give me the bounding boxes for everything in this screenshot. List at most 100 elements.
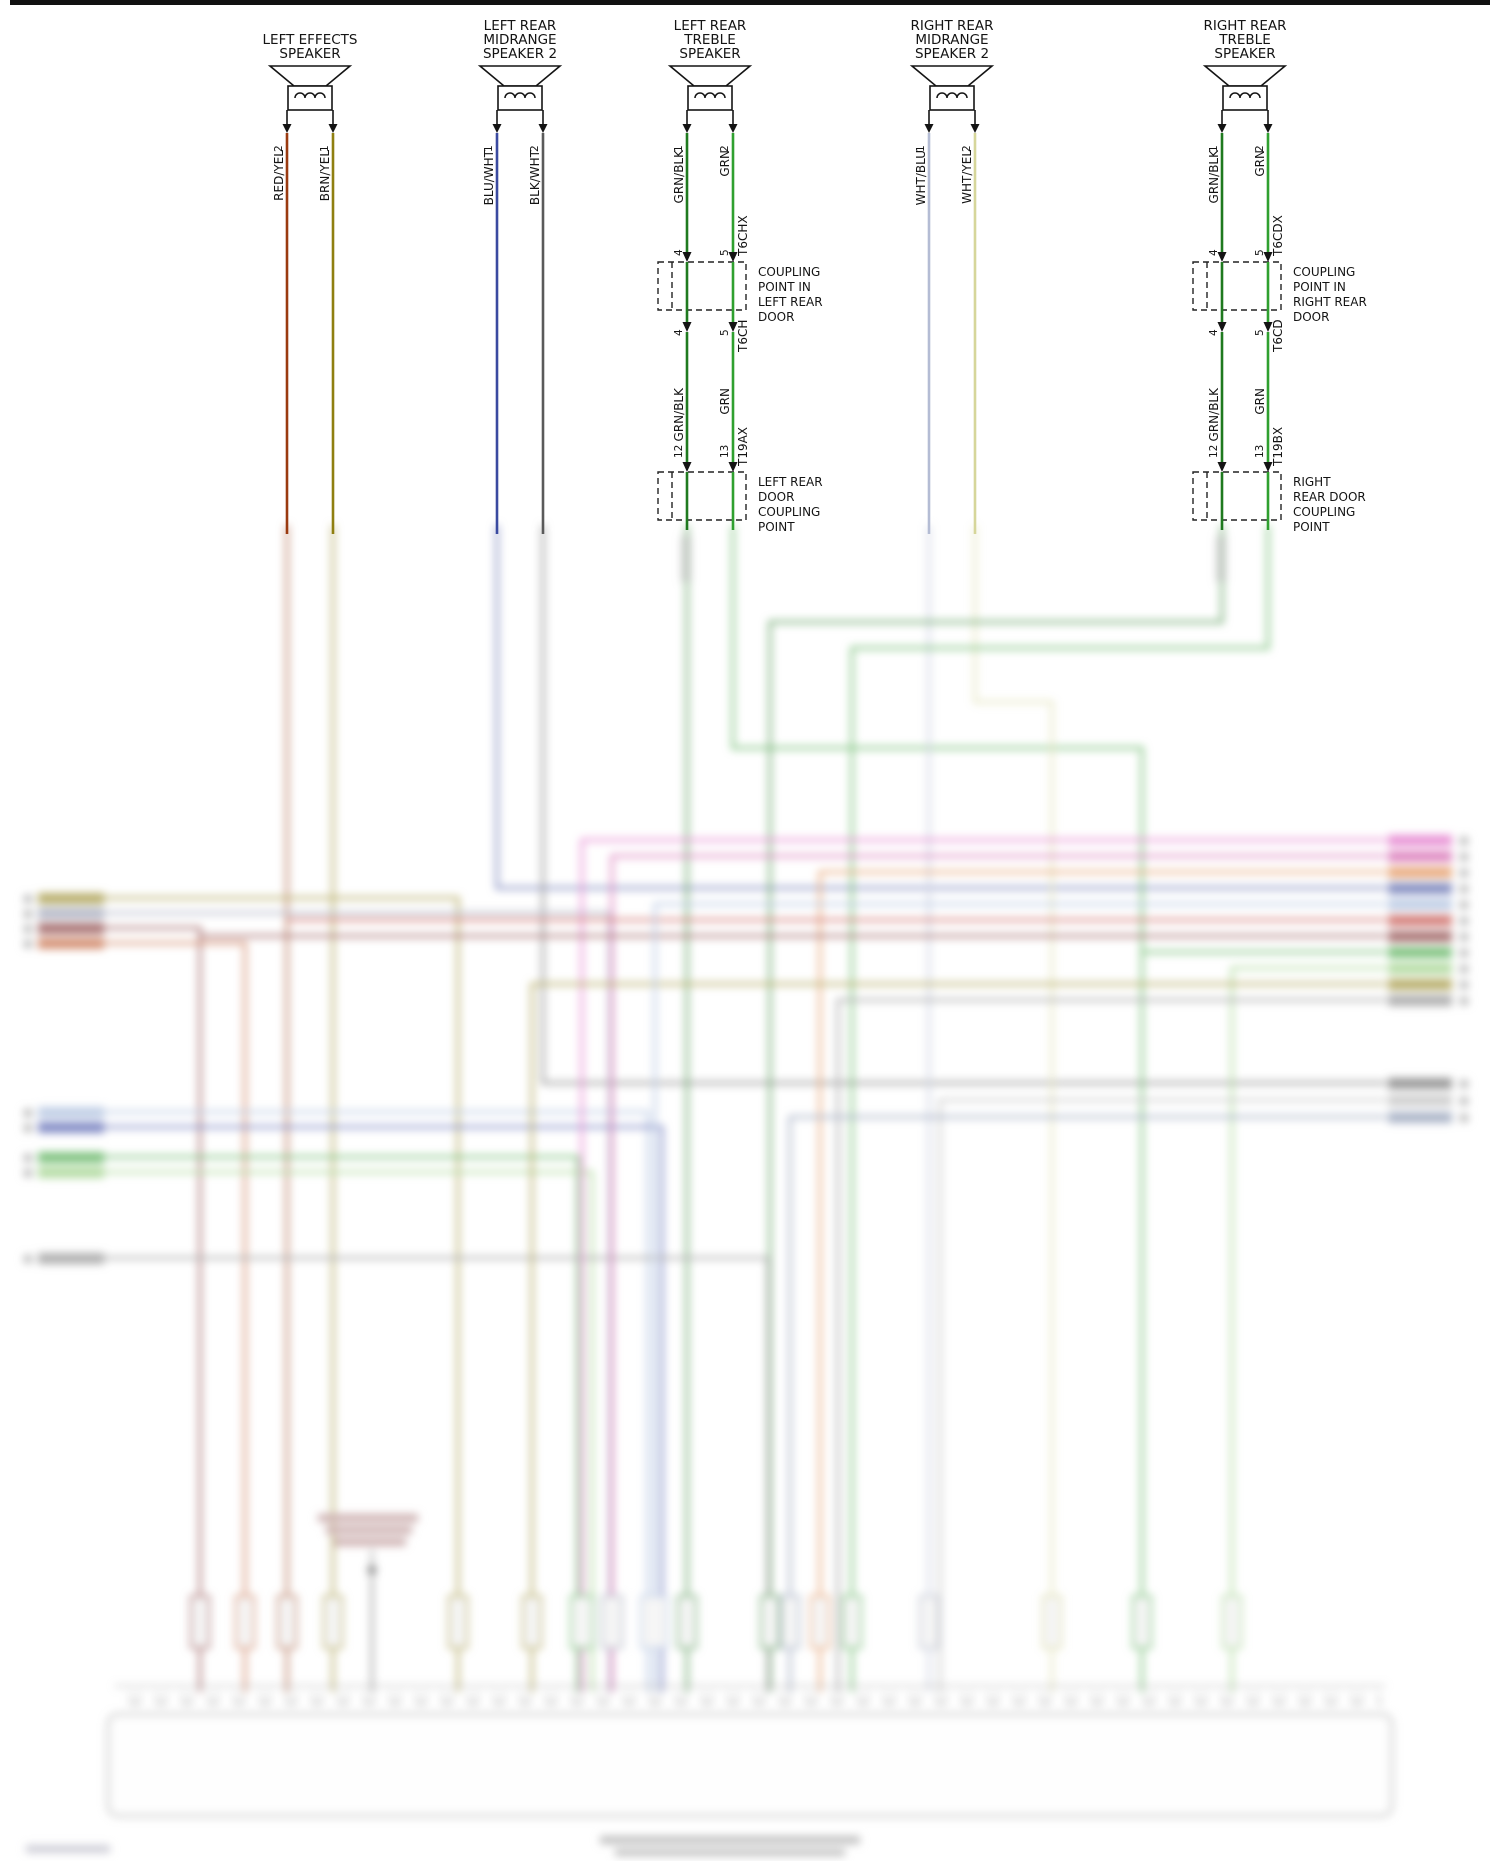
wire-color-label: GRN — [718, 388, 732, 415]
page-border-top — [10, 0, 1490, 5]
wire-color-label: GRN — [718, 150, 732, 177]
speaker-title: SPEAKER 2 — [915, 46, 989, 62]
pin-number: 2 — [529, 145, 541, 152]
pin-number: 2 — [273, 145, 285, 152]
coupling-point-label: COUPLING — [758, 265, 820, 279]
bottom-connector-blocks — [190, 1595, 1242, 1649]
speaker-right-rear-treble: RIGHT REAR TREBLE SPEAKER 1 2 GRN/BLK GR… — [1203, 18, 1287, 252]
pin-number: 1 — [319, 145, 331, 152]
connector-pin-number: 4 — [673, 329, 685, 336]
pin-number: 2 — [719, 145, 731, 152]
speaker-title: LEFT REAR — [484, 18, 557, 34]
pin-number: 1 — [483, 145, 495, 152]
coupling-point-label: DOOR — [758, 490, 794, 504]
coupling-point-label: POINT — [758, 520, 795, 534]
coupling-connector-box — [1192, 261, 1282, 311]
connector-name: T6CH — [736, 320, 750, 353]
left-edge-connector-labels — [24, 893, 104, 1264]
wire-color-label: GRN/BLK — [672, 387, 686, 442]
connector-name: T6CD — [1271, 319, 1285, 353]
connector-pin-number: 5 — [719, 329, 731, 336]
connector-pin-number: 13 — [719, 445, 731, 458]
arrow-icon — [1217, 462, 1227, 472]
coupling-point-label: COUPLING — [1293, 505, 1355, 519]
pin-number: 1 — [673, 145, 685, 152]
coupling-connector-box — [1192, 471, 1282, 521]
speaker-title: SPEAKER — [679, 46, 740, 62]
left-rear-door-coupling-chain: 4 5 T6CHX COUPLING POINT IN LEFT REAR DO… — [657, 215, 823, 534]
coupling-point-label: POINT — [1293, 520, 1330, 534]
connector-pin-number: 5 — [719, 249, 731, 256]
connector-name: T6CHX — [736, 215, 750, 257]
speaker-title: RIGHT REAR — [1203, 18, 1286, 34]
pin-number: 2 — [961, 145, 973, 152]
pin-number: 1 — [915, 145, 927, 152]
connector-pin-number: 4 — [673, 249, 685, 256]
coupling-point-label: COUPLING — [758, 505, 820, 519]
wire-color-label: GRN/BLK — [1207, 149, 1221, 204]
connector-name: T19BX — [1271, 427, 1285, 467]
speaker-title: RIGHT REAR — [910, 18, 993, 34]
speaker-title: LEFT EFFECTS — [263, 32, 358, 48]
speaker-title: LEFT REAR — [674, 18, 747, 34]
coupling-point-label: COUPLING — [1293, 265, 1355, 279]
connector-pin-number: 12 — [1208, 445, 1220, 458]
coupling-point-label: DOOR — [1293, 310, 1329, 324]
pin-number: 1 — [1208, 145, 1220, 152]
coupling-point-label: LEFT REAR — [758, 475, 823, 489]
wire-color-label: GRN — [1253, 150, 1267, 177]
wire-color-label: BLK/WHT — [528, 149, 542, 205]
connector-pin-number: 5 — [1254, 329, 1266, 336]
amplifier-pin-strip — [115, 1685, 1385, 1705]
wire-color-label: GRN/BLK — [672, 149, 686, 204]
speaker-right-rear-midrange-2: RIGHT REAR MIDRANGE SPEAKER 2 1 2 WHT/BL… — [910, 18, 994, 534]
right-edge-connector-labels — [1388, 835, 1468, 1123]
speaker-title: MIDRANGE — [483, 32, 556, 48]
coupling-point-label: LEFT REAR — [758, 295, 823, 309]
wire-color-label: GRN/BLK — [1207, 387, 1221, 442]
speaker-title: SPEAKER — [279, 46, 340, 62]
coupling-connector-box — [657, 471, 747, 521]
connector-pin-number: 4 — [1208, 249, 1220, 256]
speaker-title: SPEAKER — [1214, 46, 1275, 62]
coupling-point-label: REAR DOOR — [1293, 490, 1366, 504]
amplifier-caption — [600, 1836, 860, 1856]
connector-pin-number: 12 — [673, 445, 685, 458]
speaker-left-effects: LEFT EFFECTS SPEAKER 2 1 RED/YEL BRN/YEL — [263, 32, 358, 534]
pin-number: 2 — [1254, 145, 1266, 152]
speaker-title: TREBLE — [1218, 32, 1270, 48]
speaker-icon — [911, 65, 993, 134]
arrow-icon — [682, 462, 692, 472]
ground-point-label — [318, 1514, 418, 1692]
speaker-icon — [479, 65, 561, 134]
amplifier-box — [107, 1713, 1393, 1817]
wire-color-label: RED/YEL — [272, 150, 286, 201]
speaker-title: TREBLE — [683, 32, 735, 48]
blurred-wire-mesh — [104, 525, 1386, 1692]
speaker-left-rear-treble: LEFT REAR TREBLE SPEAKER 1 2 GRN/BLK GRN — [669, 18, 751, 252]
watermark — [26, 1845, 110, 1853]
wire-color-label: GRN — [1253, 388, 1267, 415]
wire-color-label: BLU/WHT — [482, 149, 496, 205]
connector-pin-number: 13 — [1254, 445, 1266, 458]
connector-pin-number: 5 — [1254, 249, 1266, 256]
speaker-icon — [1204, 65, 1286, 134]
speaker-icon — [269, 65, 351, 134]
connector-name: T19AX — [736, 427, 750, 467]
coupling-point-label: DOOR — [758, 310, 794, 324]
wire-color-label: WHT/YEL — [960, 150, 974, 204]
connector-pin-number: 4 — [1208, 329, 1220, 336]
speaker-title: MIDRANGE — [915, 32, 988, 48]
coupling-point-label: POINT IN — [758, 280, 811, 294]
coupling-point-label: RIGHT REAR — [1293, 295, 1367, 309]
connector-name: T6CDX — [1271, 215, 1285, 257]
coupling-connector-box — [657, 261, 747, 311]
right-rear-door-coupling-chain: 4 5 T6CDX COUPLING POINT IN RIGHT REAR D… — [1192, 215, 1367, 534]
speaker-left-rear-midrange-2: LEFT REAR MIDRANGE SPEAKER 2 1 2 BLU/WHT… — [479, 18, 561, 534]
wire-color-label: WHT/BLU — [914, 150, 928, 205]
blurred-inline-wire-tags — [681, 536, 1226, 582]
coupling-point-label: RIGHT — [1293, 475, 1331, 489]
coupling-point-label: POINT IN — [1293, 280, 1346, 294]
